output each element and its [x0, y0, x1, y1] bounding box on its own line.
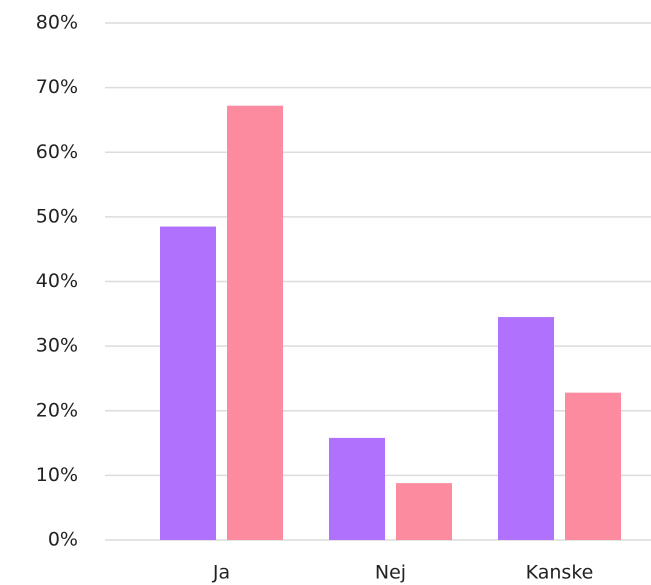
y-tick-label: 0%: [48, 529, 78, 551]
bar: [329, 437, 385, 540]
y-tick-label: 80%: [36, 12, 78, 34]
bar: [498, 317, 554, 540]
y-tick-label: 10%: [36, 464, 78, 486]
bar: [396, 483, 452, 540]
x-tick-label: Nej: [375, 562, 406, 584]
y-tick-label: 40%: [36, 270, 78, 292]
x-tick-label: Kanske: [526, 562, 594, 584]
y-tick-label: 30%: [36, 335, 78, 357]
bar: [160, 226, 216, 540]
bar: [227, 105, 283, 540]
bar: [565, 392, 621, 540]
y-tick-label: 70%: [36, 76, 78, 98]
y-tick-label: 60%: [36, 141, 78, 163]
y-tick-label: 20%: [36, 399, 78, 421]
x-tick-label: Ja: [212, 562, 230, 584]
y-tick-label: 50%: [36, 205, 78, 227]
